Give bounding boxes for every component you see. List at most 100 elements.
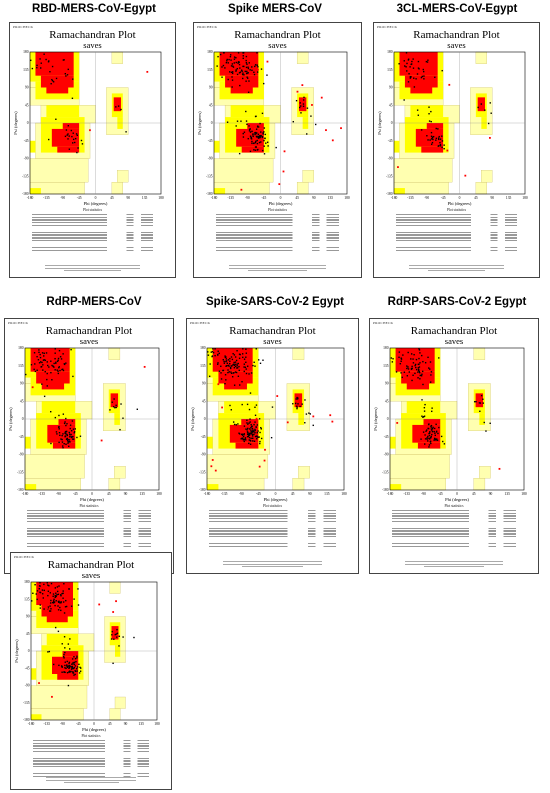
residue-point	[244, 366, 247, 368]
outlier-marker	[282, 170, 285, 173]
residue-point	[247, 72, 249, 74]
residue-point	[256, 52, 258, 54]
residue-point	[43, 359, 45, 361]
residue-point	[430, 427, 432, 429]
residue-point	[437, 137, 440, 139]
ramachandran-panel-4: PROCHECK Ramachandran Plot saves -180 -135 -9…	[4, 318, 174, 574]
y-tick-label: 180	[23, 50, 29, 54]
statistics-row	[396, 222, 517, 224]
generously-allowed-region	[296, 182, 309, 195]
residue-point	[262, 133, 264, 135]
y-tick-label: -90	[388, 157, 393, 161]
residue-point	[254, 435, 257, 438]
residue-point	[253, 361, 255, 363]
residue-point	[231, 79, 234, 81]
statistics-row	[392, 536, 516, 538]
residue-point	[116, 632, 119, 634]
residue-point	[242, 132, 244, 135]
y-axis-label: Psi (degrees)	[14, 639, 19, 663]
residue-point	[239, 67, 241, 69]
residue-point	[421, 415, 423, 417]
x-tick-label: 135	[324, 492, 330, 496]
residue-point	[428, 120, 431, 122]
outlier-marker	[296, 90, 299, 93]
residue-point	[263, 127, 266, 129]
residue-point	[38, 588, 41, 590]
plot-subtitle: saves	[79, 336, 99, 346]
residue-point	[62, 590, 64, 592]
x-tick-label: 45	[472, 492, 476, 496]
residue-point	[248, 428, 251, 430]
residue-point	[247, 423, 249, 425]
statistics-row	[33, 750, 149, 753]
residue-point	[245, 352, 248, 354]
residue-point	[217, 55, 219, 58]
most-favoured-region	[41, 383, 65, 390]
x-tick-label: 180	[158, 196, 164, 200]
y-tick-label: 90	[202, 382, 206, 386]
residue-point	[263, 131, 265, 133]
residue-point	[251, 69, 253, 72]
y-tick-label: 180	[383, 346, 389, 350]
residue-point	[39, 607, 42, 609]
statistics-row	[32, 219, 153, 221]
residue-point	[314, 123, 317, 126]
panel-title-5: Spike-SARS-CoV-2 Egypt	[205, 296, 345, 308]
additional-allowed-region	[207, 436, 213, 449]
ramachandran-panel-1: PROCHECK Ramachandran Plot saves -180 -135 -9…	[9, 22, 176, 278]
residue-point	[65, 430, 68, 433]
residue-point	[421, 370, 424, 373]
y-tick-label: 0	[28, 649, 30, 653]
residue-point	[49, 610, 52, 612]
y-tick-label: 45	[385, 399, 389, 403]
residue-point	[294, 402, 297, 405]
residue-point	[50, 410, 52, 413]
residue-point	[247, 137, 249, 140]
additional-allowed-region	[30, 140, 36, 153]
x-tick-label: 45	[295, 196, 299, 200]
residue-point	[219, 53, 222, 56]
residue-point	[243, 358, 246, 360]
residue-point	[259, 442, 261, 445]
residue-point	[59, 602, 61, 604]
residue-point	[61, 643, 63, 645]
x-axis-label: Phi (degrees)	[448, 201, 472, 206]
residue-point	[441, 140, 444, 142]
outlier-marker	[143, 365, 146, 368]
residue-point	[296, 407, 298, 410]
residue-point	[407, 59, 410, 61]
x-tick-label: 90	[489, 492, 493, 496]
generously-allowed-region	[114, 696, 126, 709]
y-tick-label: -180	[22, 192, 29, 196]
residue-point	[56, 360, 59, 363]
generously-allowed-region	[24, 454, 85, 479]
residue-point	[231, 358, 234, 361]
residue-point	[43, 53, 45, 55]
residue-point	[55, 77, 58, 80]
panel-title-6: RdRP-SARS-CoV-2 Egypt	[387, 296, 527, 308]
residue-point	[228, 58, 230, 61]
x-tick-label: -180	[211, 196, 218, 200]
residue-point	[60, 358, 63, 360]
statistics-row	[216, 231, 339, 233]
residue-point	[257, 126, 260, 128]
most-favoured-region	[415, 128, 444, 147]
residue-point	[125, 131, 127, 133]
residue-point	[424, 438, 427, 440]
residue-point	[441, 146, 443, 149]
residue-point	[254, 365, 256, 367]
plot-statistics: Plot statistics	[32, 208, 153, 252]
residue-point	[233, 384, 236, 386]
statistics-row	[209, 512, 336, 514]
residue-point	[417, 114, 420, 116]
residue-point	[431, 141, 434, 144]
residue-point	[73, 663, 76, 665]
residue-point	[254, 421, 256, 423]
residue-point	[240, 433, 243, 435]
residue-point	[231, 365, 233, 367]
residue-point	[258, 141, 261, 144]
residue-point	[62, 433, 64, 435]
residue-point	[243, 363, 246, 365]
residue-point	[299, 405, 301, 408]
most-favoured-region	[423, 419, 441, 425]
